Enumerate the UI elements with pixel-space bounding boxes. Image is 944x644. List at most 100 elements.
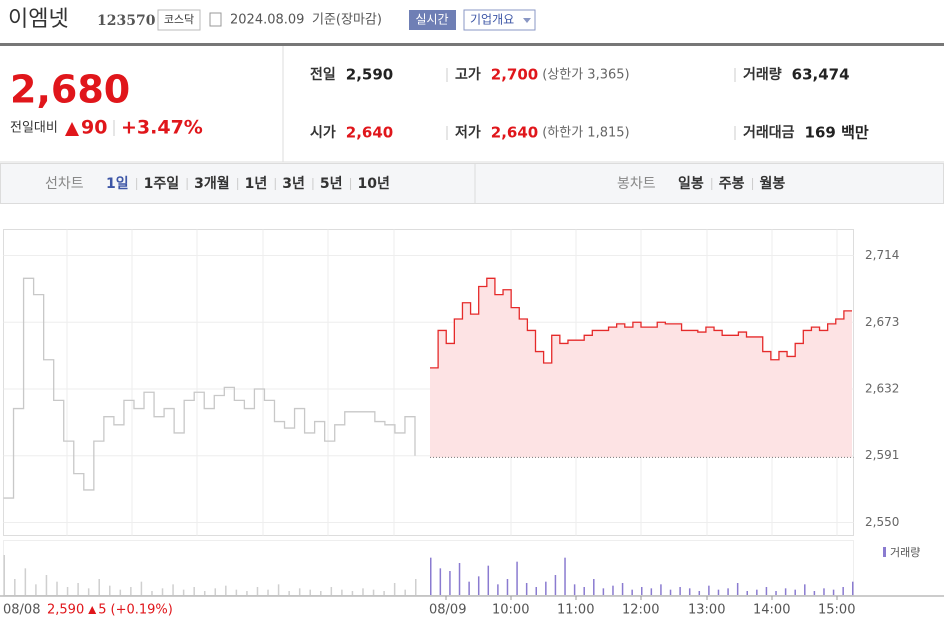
- volume-bar: [77, 583, 79, 595]
- volume-bar: [404, 589, 406, 595]
- x-tick-label: 10:00: [492, 603, 529, 618]
- volume-bar: [717, 589, 720, 595]
- stat-value: 2,640: [346, 124, 393, 142]
- y-tick-label: 2,632: [865, 382, 899, 396]
- calendar-icon: [209, 12, 222, 27]
- volume-bar: [573, 584, 576, 595]
- volume-bar: [235, 589, 238, 595]
- company-label[interactable]: 기업개요: [470, 13, 514, 27]
- tab-item[interactable]: 월봉: [760, 175, 786, 192]
- volume-bar: [688, 588, 691, 595]
- volume-bar: [545, 581, 547, 595]
- volume-bar: [832, 589, 835, 595]
- volume-bar: [161, 588, 164, 595]
- volume-legend: 거래량: [890, 546, 920, 559]
- candle-chart-label: 봉차트: [617, 176, 656, 192]
- x-tick-label: 08/08: [3, 603, 40, 618]
- volume-bar: [852, 581, 854, 595]
- volume-bar: [203, 591, 206, 595]
- stat-note: (하한가 1,815): [542, 126, 629, 141]
- stat-label: 거래대금: [743, 125, 795, 141]
- tab-item[interactable]: 1일: [106, 176, 129, 192]
- volume-bar: [736, 583, 739, 595]
- volume-bar: [130, 587, 132, 595]
- tab-item[interactable]: 1주일: [144, 176, 180, 192]
- stat-value: 169 백만: [805, 124, 869, 142]
- market-box: [157, 9, 201, 31]
- date: 2024.08.09: [230, 13, 304, 28]
- volume-bar: [172, 584, 174, 595]
- current-price: 2,680: [10, 68, 130, 112]
- volume-bar: [151, 591, 153, 595]
- volume-bar: [458, 563, 461, 595]
- y-tick-label: 2,714: [865, 248, 899, 262]
- tab-bar: [0, 163, 944, 204]
- volume-frame: [3, 540, 854, 596]
- volume-bar: [756, 589, 758, 595]
- tab-item[interactable]: 일봉: [678, 176, 704, 192]
- y-tick-label: 2,673: [865, 315, 899, 329]
- tab-item[interactable]: 주봉: [719, 176, 745, 192]
- volume-bar: [583, 587, 585, 595]
- volume-bar: [804, 584, 806, 595]
- volume-bar: [708, 585, 710, 595]
- y-tick-label: 2,550: [865, 515, 899, 529]
- tab-item[interactable]: 1년: [245, 176, 268, 192]
- x-tick-label: 15:00: [818, 603, 855, 618]
- volume-legend-mark: [883, 547, 886, 557]
- volume-bar: [746, 591, 748, 595]
- volume-bar: [775, 591, 777, 595]
- change-rate: +3.47%: [121, 117, 203, 139]
- tab-item[interactable]: 3년: [282, 176, 305, 192]
- tab-item[interactable]: 10년: [358, 176, 390, 192]
- volume-bar: [298, 588, 301, 595]
- volume-bar: [698, 591, 701, 595]
- volume-bar: [140, 581, 143, 595]
- volume-bar: [602, 588, 605, 595]
- stat-value: 2,700: [491, 66, 538, 84]
- prev-price: 2,590: [47, 603, 84, 618]
- volume-bar: [246, 591, 248, 595]
- volume-bar: [309, 589, 311, 595]
- volume-bar: [277, 584, 280, 595]
- volume-bar: [182, 589, 185, 595]
- volume-bar: [516, 561, 518, 595]
- change-label: 전일대비: [10, 121, 58, 136]
- volume-bar: [415, 579, 417, 595]
- company-button[interactable]: [463, 9, 536, 31]
- realtime-button[interactable]: [409, 10, 456, 30]
- volume-bar: [87, 588, 90, 595]
- price-line: [3, 277, 416, 499]
- volume-bar: [109, 585, 111, 595]
- tab-item[interactable]: 3개월: [194, 175, 230, 192]
- volume-bar: [679, 587, 681, 595]
- prev-rate: (+0.19%): [111, 603, 173, 618]
- stat-label: 저가: [455, 125, 481, 141]
- stat-label: 고가: [455, 67, 481, 83]
- volume-bar: [631, 589, 633, 595]
- tab-item[interactable]: 5년: [320, 176, 343, 192]
- volume-bar: [477, 576, 480, 595]
- x-tick-label: 13:00: [688, 603, 725, 618]
- volume-bar: [330, 587, 333, 595]
- area: [430, 278, 852, 458]
- volume-bar: [765, 587, 768, 595]
- volume-bar: [784, 588, 787, 595]
- realtime-label[interactable]: 실시간: [415, 13, 448, 27]
- volume-bar: [256, 587, 259, 595]
- up-icon: [88, 606, 97, 614]
- volume-bar: [506, 579, 509, 595]
- volume-bar: [497, 584, 499, 595]
- volume-bar: [362, 588, 364, 595]
- stat-value: 2,640: [491, 124, 538, 142]
- volume-bar: [267, 589, 269, 595]
- prev-change: 5: [98, 603, 106, 618]
- volume-bar: [3, 555, 5, 595]
- dropdown-icon: [523, 18, 531, 23]
- volume-bar: [351, 591, 354, 595]
- volume-bar: [449, 571, 451, 595]
- volume-bar: [468, 581, 470, 595]
- volume-bar: [341, 589, 343, 595]
- stat-value: 2,590: [346, 66, 393, 84]
